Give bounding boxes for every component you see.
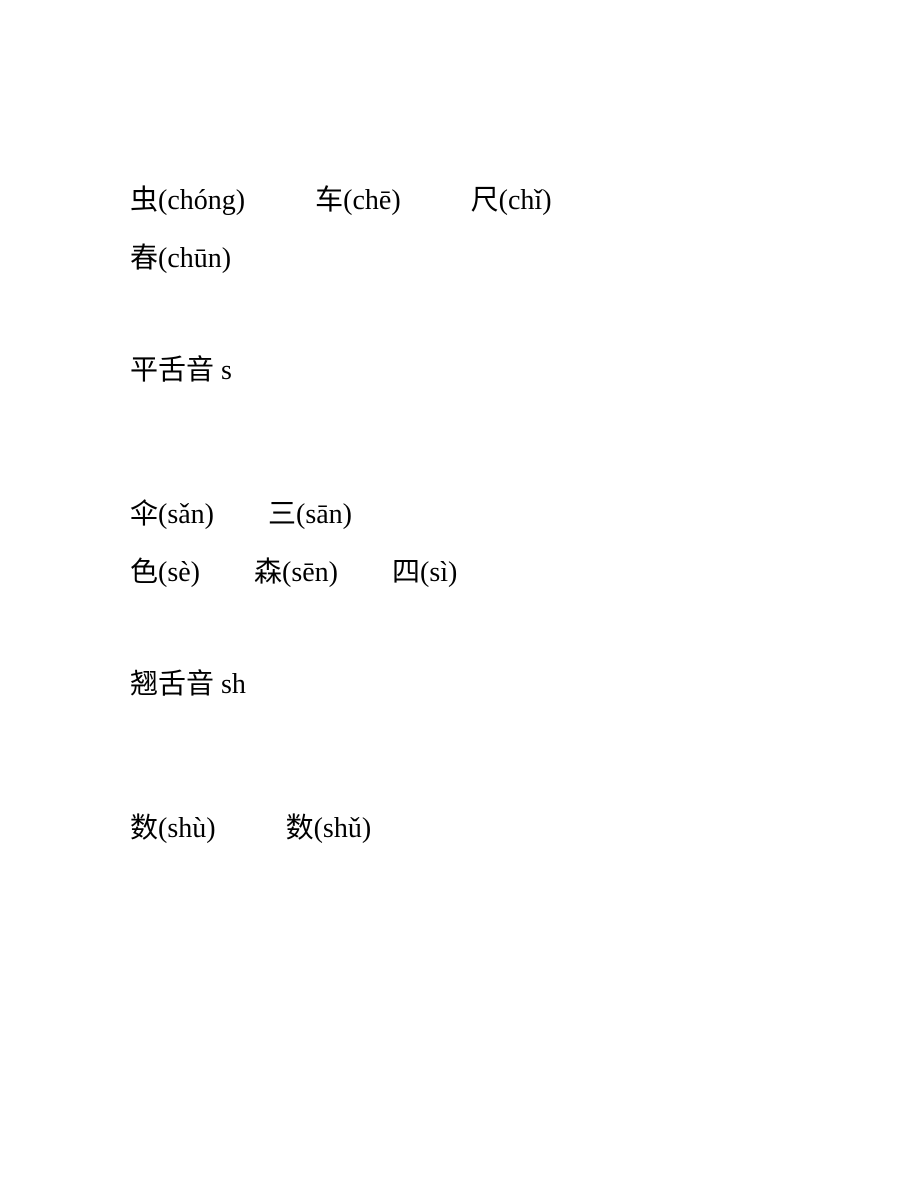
- chinese-char: 数: [286, 813, 314, 844]
- word-entry: 森(sēn): [254, 557, 338, 588]
- chinese-char: 车: [315, 185, 343, 216]
- chinese-char: 色: [130, 557, 158, 588]
- pinyin: sǎn: [167, 499, 204, 530]
- pinyin: sēn: [291, 557, 328, 588]
- pinyin: chóng: [167, 185, 235, 216]
- pinyin: chǐ: [508, 185, 542, 216]
- word-entry: 尺(chǐ): [471, 185, 552, 216]
- section-heading: 翘舌音 sh: [130, 664, 790, 706]
- word-entry: 伞(sǎn): [130, 499, 214, 530]
- chinese-char: 虫: [130, 185, 158, 216]
- word-row: 伞(sǎn) 三(sān): [130, 494, 790, 536]
- word-entry: 数(shǔ): [286, 813, 372, 844]
- section-heading: 平舌音 s: [130, 350, 790, 392]
- word-row: 色(sè) 森(sēn) 四(sì): [130, 552, 790, 594]
- pinyin: chūn: [167, 243, 221, 274]
- chinese-char: 春: [130, 243, 158, 274]
- word-row: 虫(chóng) 车(chē) 尺(chǐ): [130, 180, 790, 222]
- chinese-char: 三: [268, 499, 296, 530]
- word-row: 春(chūn): [130, 238, 790, 280]
- chinese-char: 尺: [471, 185, 499, 216]
- word-entry: 四(sì): [392, 557, 457, 588]
- word-entry: 车(chē): [315, 185, 401, 216]
- chinese-char: 森: [254, 557, 282, 588]
- word-row: 数(shù) 数(shǔ): [130, 808, 790, 850]
- chinese-char: 四: [392, 557, 420, 588]
- pinyin: chē: [352, 185, 391, 216]
- word-entry: 三(sān): [268, 499, 352, 530]
- pinyin: sì: [429, 557, 448, 588]
- pinyin: sè: [167, 557, 190, 588]
- chinese-char: 数: [130, 813, 158, 844]
- word-entry: 虫(chóng): [130, 185, 245, 216]
- word-entry: 春(chūn): [130, 243, 231, 274]
- pinyin: shù: [167, 813, 206, 844]
- word-entry: 色(sè): [130, 557, 200, 588]
- chinese-char: 伞: [130, 499, 158, 530]
- pinyin: shǔ: [323, 813, 362, 844]
- word-entry: 数(shù): [130, 813, 216, 844]
- pinyin: sān: [305, 499, 342, 530]
